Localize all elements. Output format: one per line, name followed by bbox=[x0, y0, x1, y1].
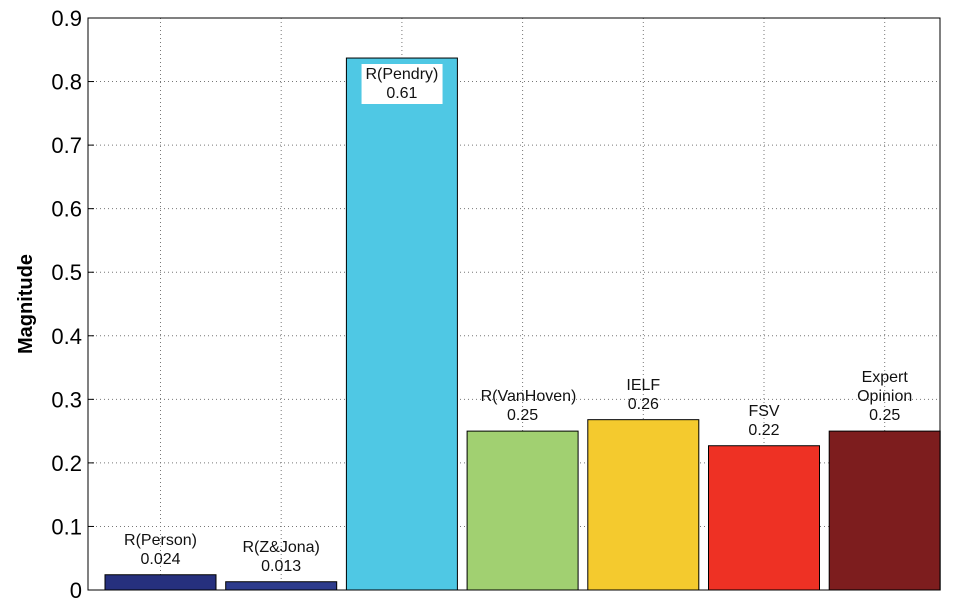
bar bbox=[345, 57, 458, 591]
y-tick-label: 0.3 bbox=[51, 387, 82, 412]
y-tick-label: 0.4 bbox=[51, 324, 82, 349]
y-tick-label: 0.2 bbox=[51, 451, 82, 476]
bar-label: FSV 0.22 bbox=[722, 402, 806, 440]
y-tick-label: 0.9 bbox=[51, 6, 82, 31]
bar bbox=[466, 430, 579, 591]
bar-annotation: 0.25 bbox=[869, 407, 901, 425]
plot-frame bbox=[87, 17, 941, 591]
bar-annotation: 0.25 bbox=[507, 407, 539, 425]
bar-category: Expert Opinion bbox=[857, 369, 913, 406]
bar-annotation: 0.013 bbox=[261, 557, 302, 575]
bar-category: FSV bbox=[748, 402, 780, 420]
y-tick-label: 0.6 bbox=[51, 197, 82, 222]
bar-category: R(Pendry) bbox=[365, 66, 439, 84]
y-axis-label: Magnitude bbox=[15, 254, 37, 354]
y-tick-label: 0 bbox=[70, 578, 82, 600]
y-tick-label: 0.8 bbox=[51, 70, 82, 95]
bar-label: R(Z&Jona) 0.013 bbox=[239, 538, 323, 576]
y-tick-label: 0.7 bbox=[51, 133, 82, 158]
bar-category: R(VanHoven) bbox=[480, 388, 577, 406]
bar-label: Expert Opinion 0.25 bbox=[843, 368, 927, 425]
bar-label: R(Pendry) 0.61 bbox=[361, 64, 443, 105]
bar-annotation: 0.61 bbox=[386, 85, 418, 103]
bar-label: R(Person) 0.024 bbox=[119, 531, 203, 569]
bar bbox=[225, 581, 338, 591]
y-tick-label: 0.5 bbox=[51, 260, 82, 285]
bar-label: IELF 0.26 bbox=[601, 376, 685, 414]
bar bbox=[104, 574, 217, 591]
bar-category: R(Person) bbox=[124, 531, 197, 549]
bar-annotation: 0.26 bbox=[627, 395, 659, 413]
bar bbox=[708, 445, 820, 591]
bar-category: R(Z&Jona) bbox=[242, 538, 320, 556]
bar bbox=[587, 419, 700, 591]
bar-annotation: 0.22 bbox=[748, 421, 780, 439]
bar-annotation: 0.024 bbox=[140, 550, 181, 568]
bar-category: IELF bbox=[626, 376, 661, 394]
bar bbox=[828, 430, 941, 591]
y-tick-label: 0.1 bbox=[51, 514, 82, 539]
bar-label: R(VanHoven) 0.25 bbox=[480, 387, 577, 425]
